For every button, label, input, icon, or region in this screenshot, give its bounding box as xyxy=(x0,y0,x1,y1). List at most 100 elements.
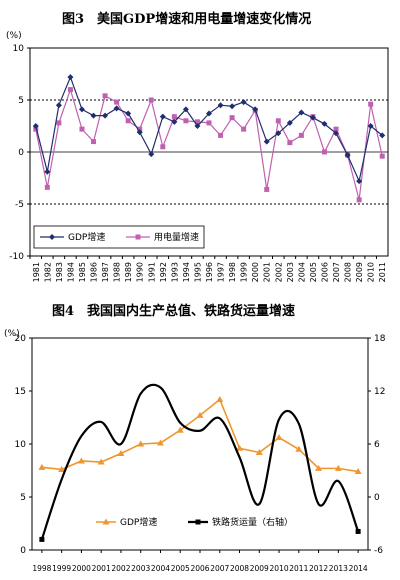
data-point xyxy=(344,152,351,159)
data-point xyxy=(321,120,328,127)
data-point xyxy=(55,102,62,109)
data-point xyxy=(264,186,270,192)
data-point xyxy=(159,113,166,120)
legend-entry: GDP增速 xyxy=(120,516,157,528)
series-GDP增速 xyxy=(38,395,362,475)
data-point xyxy=(67,87,73,93)
y-tick-label-left: 20 xyxy=(15,334,27,344)
data-point xyxy=(298,132,304,138)
x-tick-label: 2013 xyxy=(329,564,348,573)
data-point xyxy=(137,440,145,447)
y-tick-label-left: 0 xyxy=(20,546,26,556)
x-tick-label: 2002 xyxy=(111,564,130,573)
legend-swatch-marker xyxy=(135,234,141,240)
x-tick-label: 1999 xyxy=(52,564,71,573)
y-tick-label: -5 xyxy=(15,200,24,210)
data-point xyxy=(379,153,385,159)
y-tick-label: 10 xyxy=(13,44,25,54)
x-tick-label: 2014 xyxy=(349,564,368,573)
chart-us-gdp-electricity: (%) -10 -5 0 5 10 1981 1982 1983 1984 1985 1986 1987… xyxy=(6,31,389,282)
x-tick-label: 2011 xyxy=(378,262,387,282)
x-tick-label: 2008 xyxy=(344,262,353,282)
figure-3: 图3 美国GDP增速和用电量增速变化情况 (%) -10 -5 0 5 10 1981 198… xyxy=(6,12,389,282)
x-tick-label: 1994 xyxy=(182,262,191,282)
x-tick-label: 2007 xyxy=(210,564,229,573)
series-line xyxy=(40,383,360,540)
legend-entry: 用电量增速 xyxy=(154,231,199,243)
x-tick-label: 2000 xyxy=(251,262,260,282)
data-point xyxy=(113,105,120,112)
x-tick-label: 2005 xyxy=(171,564,190,573)
data-point xyxy=(171,114,177,120)
series-line xyxy=(41,398,359,473)
legend-swatch-marker xyxy=(102,518,110,525)
data-point xyxy=(33,126,39,132)
x-tick-label: 1984 xyxy=(66,262,75,282)
data-point xyxy=(91,139,97,145)
y-tick-label-left: 15 xyxy=(15,387,26,397)
x-tick-label: 2000 xyxy=(72,564,91,573)
figure-4: 图4 我国国内生产总值、铁路货运量增速 (%) 0 5 10 15 20 -6 0 6 12 18 1… xyxy=(0,290,400,580)
x-tick-label: 1995 xyxy=(193,262,202,282)
data-point xyxy=(333,126,339,132)
data-point xyxy=(125,118,131,124)
y-tick-label-right: -6 xyxy=(374,546,383,556)
data-point xyxy=(334,464,342,471)
x-tick-label: 2004 xyxy=(151,564,170,573)
x-tick-label: 2010 xyxy=(367,262,376,282)
x-tick-label: 1992 xyxy=(159,262,168,282)
legend-box xyxy=(33,225,205,249)
x-tick-label: 2002 xyxy=(274,262,283,282)
legend-entry: 铁路货运量（右轴） xyxy=(212,516,293,528)
x-tick-label: 2003 xyxy=(131,564,150,573)
legend: GDP增速 用电量增速 xyxy=(33,225,205,249)
data-point xyxy=(32,123,39,129)
data-point xyxy=(275,130,282,137)
data-point xyxy=(58,465,66,472)
data-point xyxy=(217,102,224,109)
series-GDP增速 xyxy=(32,74,386,185)
y-tick-label-right: 0 xyxy=(374,493,380,503)
x-tick-label: 1997 xyxy=(217,262,226,282)
x-tick-label: 1996 xyxy=(205,262,214,282)
data-point xyxy=(176,426,184,433)
x-tick-label: 1988 xyxy=(113,262,122,282)
legend-swatch-marker xyxy=(195,519,201,525)
data-point xyxy=(218,132,224,138)
x-tick-label: 2008 xyxy=(230,564,249,573)
data-point xyxy=(263,138,270,145)
data-point xyxy=(355,528,361,534)
x-tick-label: 2006 xyxy=(190,564,209,573)
data-point xyxy=(44,184,50,190)
x-tick-label: 2010 xyxy=(270,564,289,573)
x-tick-label: 2005 xyxy=(309,262,318,282)
x-tick-label: 2001 xyxy=(263,262,272,282)
series-铁路货运量（右轴） xyxy=(39,383,361,542)
data-point xyxy=(275,434,283,441)
data-point xyxy=(295,445,303,452)
y-axis-unit-label: (%) xyxy=(4,329,20,339)
data-point xyxy=(356,197,362,203)
data-point xyxy=(255,448,263,455)
x-tick-label: 2007 xyxy=(332,262,341,282)
y-tick-label-left: 10 xyxy=(15,440,27,450)
data-point xyxy=(309,114,316,121)
data-point xyxy=(206,120,212,126)
y-tick-label-right: 18 xyxy=(374,334,386,344)
x-tick-label: 1999 xyxy=(240,262,249,282)
figure-3-title: 图3 美国GDP增速和用电量增速变化情况 xyxy=(62,12,312,27)
x-tick-label: 1989 xyxy=(124,262,133,282)
data-point xyxy=(236,444,244,451)
legend-swatch-marker xyxy=(49,234,55,240)
x-tick-label: 1993 xyxy=(170,262,179,282)
data-point xyxy=(275,118,281,124)
x-tick-label: 2011 xyxy=(289,564,308,573)
data-point xyxy=(148,151,155,158)
x-tick-label: 1990 xyxy=(136,262,145,282)
data-point xyxy=(368,101,374,107)
legend-entry: GDP增速 xyxy=(68,231,105,243)
data-point xyxy=(136,129,143,136)
data-point xyxy=(196,411,204,418)
data-point xyxy=(56,120,62,126)
x-tick-label: 1991 xyxy=(147,262,156,282)
